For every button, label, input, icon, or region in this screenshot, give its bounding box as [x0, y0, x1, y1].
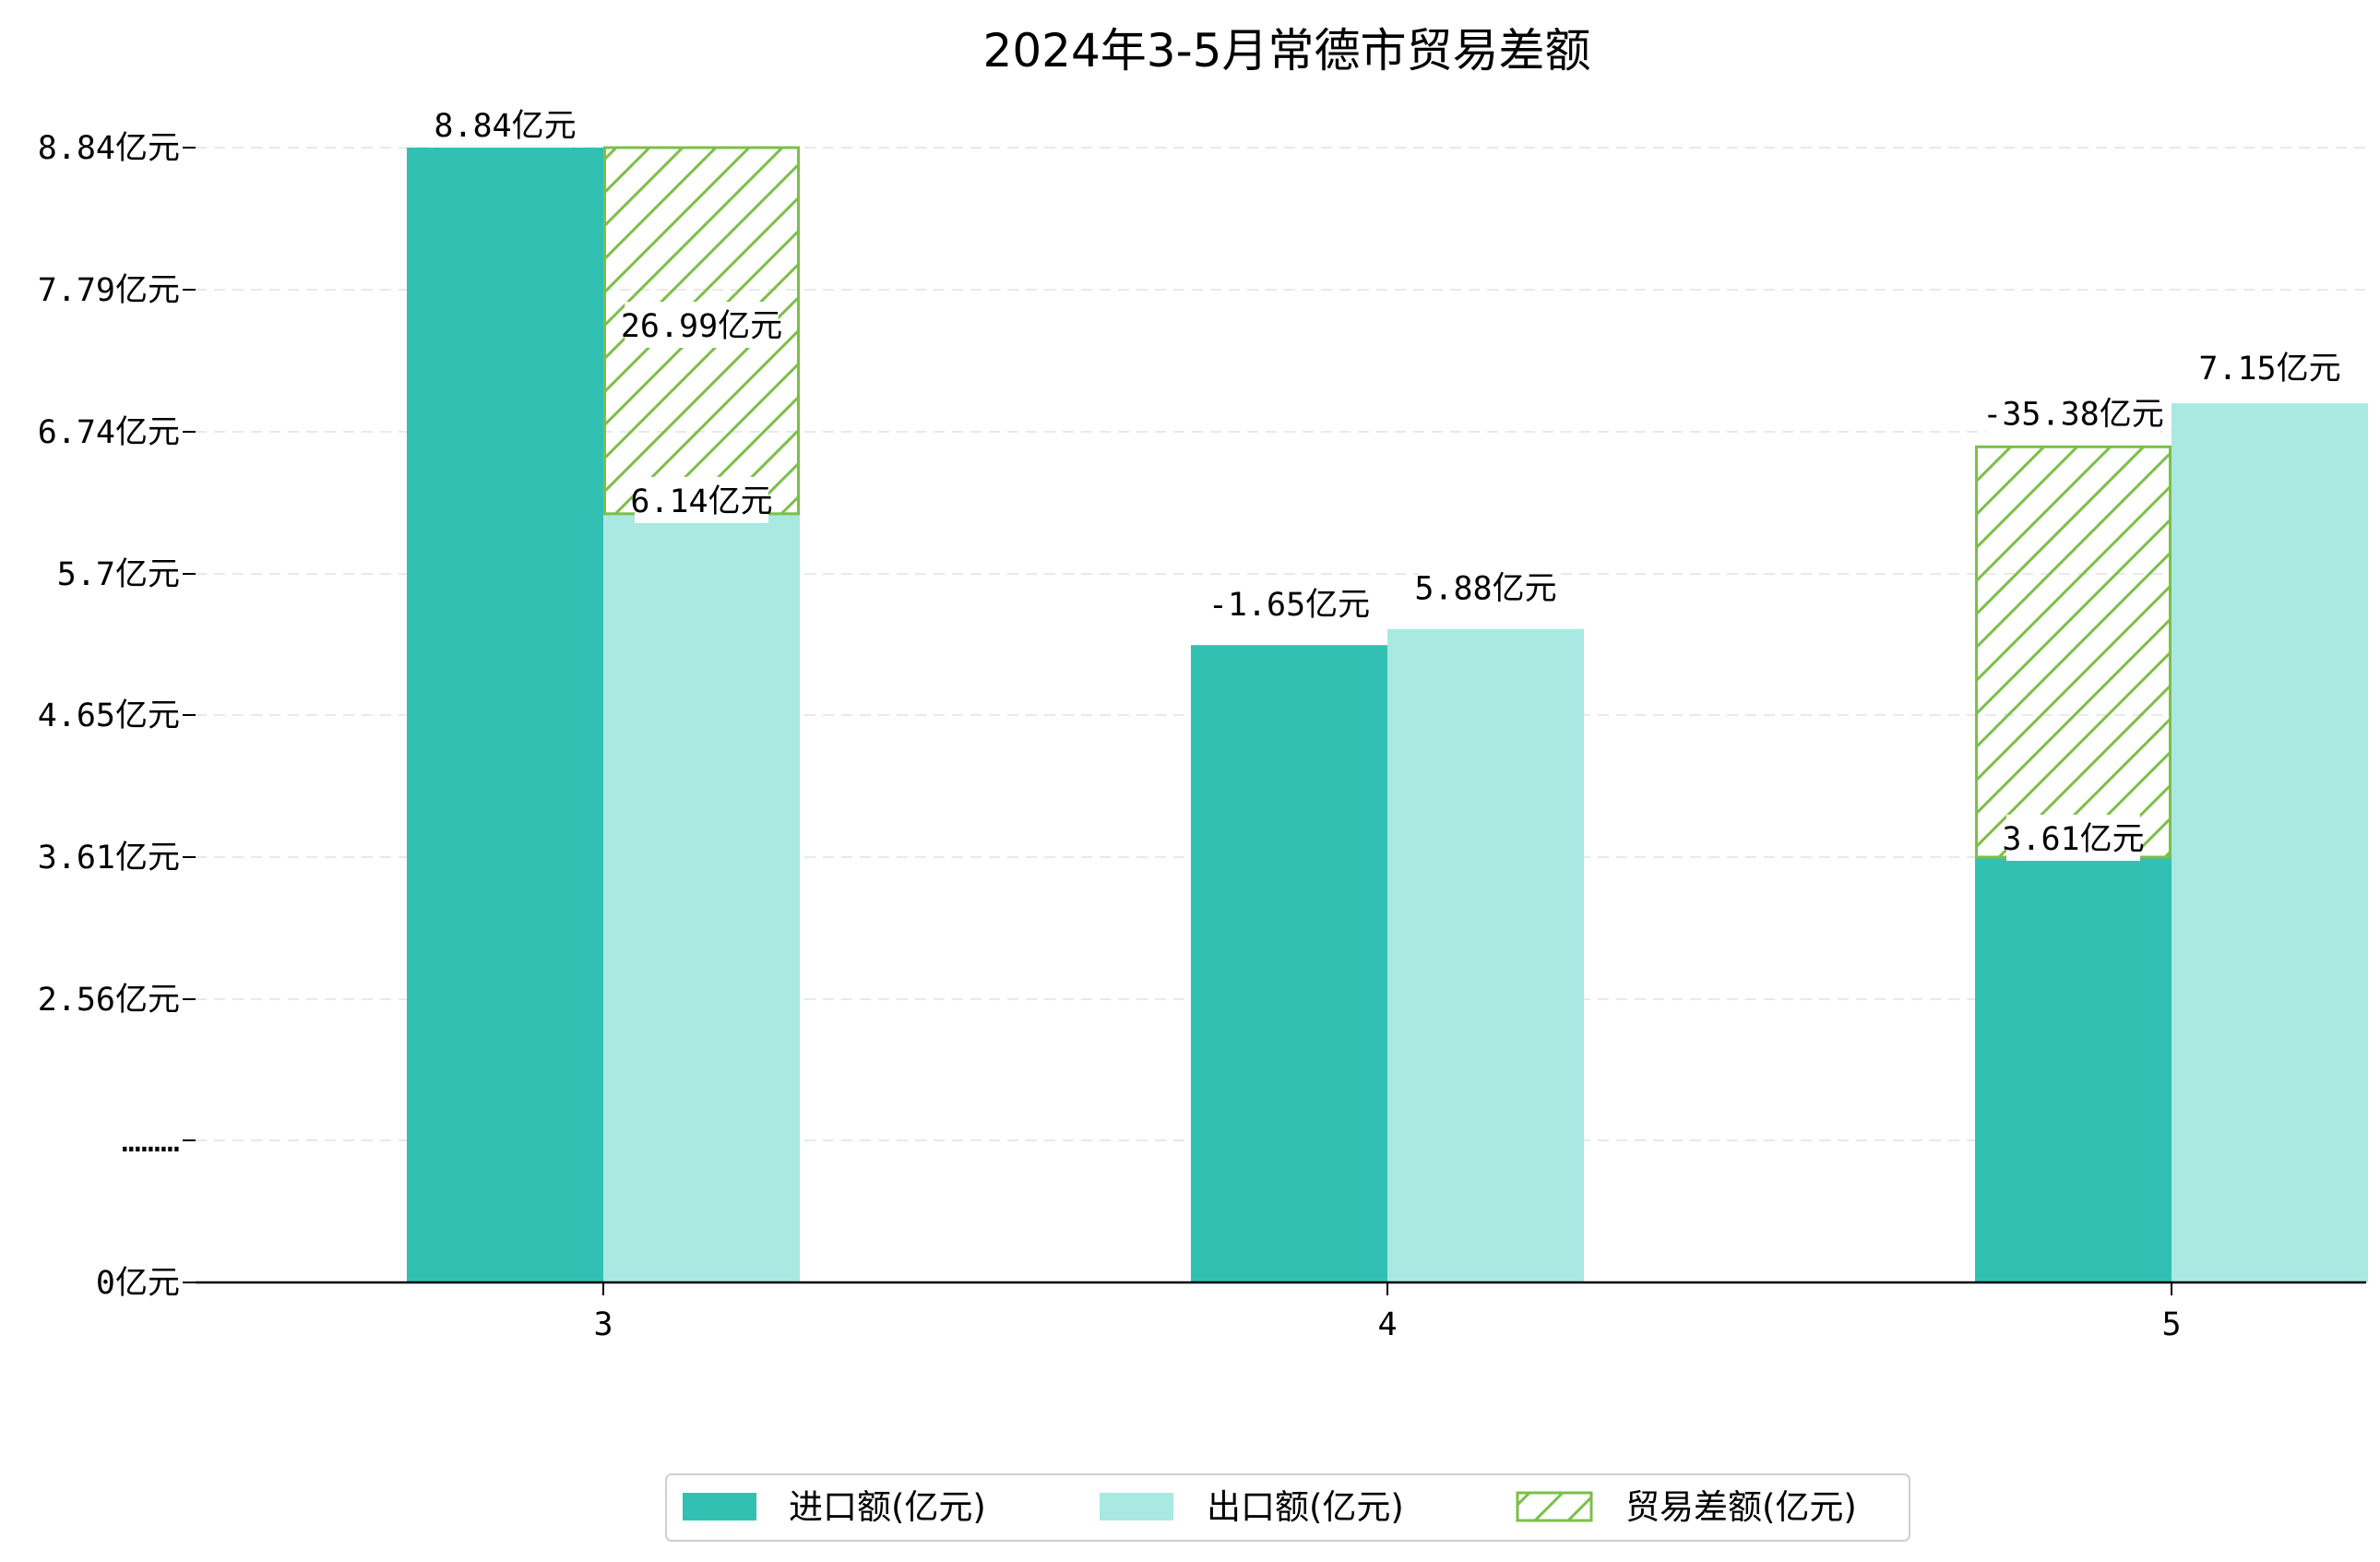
data-label: -1.65亿元	[1208, 587, 1370, 624]
y-tick-label: 4.65亿元	[38, 698, 180, 734]
data-label-bg	[1212, 580, 1366, 627]
x-tick-label: 5	[2161, 1306, 2181, 1343]
bar-import	[1191, 645, 1387, 1282]
data-label: 8.84亿元	[434, 108, 576, 145]
y-tick-label: 5.7亿元	[57, 556, 180, 593]
data-label-bg	[438, 101, 572, 148]
y-tick-label: 8.84亿元	[38, 130, 180, 167]
data-label-bg	[2006, 815, 2140, 861]
legend-swatch	[683, 1493, 756, 1520]
legend-swatch	[1100, 1493, 1173, 1520]
x-axis: 3 4 5	[196, 1281, 2366, 1343]
data-label-bg	[2203, 344, 2337, 391]
data-label: 6.14亿元	[630, 483, 772, 520]
data-label: 5.88亿元	[1414, 571, 1556, 608]
bar-trade-balance	[1975, 445, 2172, 859]
bar-import	[1975, 857, 2172, 1282]
data-label: 3.61亿元	[2002, 821, 2144, 858]
y-tick-label: 3.61亿元	[38, 840, 180, 876]
data-label: 7.15亿元	[2198, 351, 2340, 388]
x-tick-label: 4	[1377, 1306, 1397, 1343]
y-tick-label: 2.56亿元	[38, 982, 180, 1019]
data-label-bg	[1419, 564, 1553, 611]
y-tick-label: 6.74亿元	[38, 414, 180, 451]
bars	[407, 146, 2368, 1282]
bar-export	[603, 513, 800, 1282]
data-label-bg	[635, 476, 768, 523]
data-label-bg	[1986, 389, 2160, 436]
legend-label: 贸易差额(亿元)	[1625, 1487, 1857, 1527]
data-label-bg	[625, 302, 779, 348]
y-tick-label: 7.79亿元	[38, 272, 180, 309]
bar-export	[1387, 628, 1584, 1282]
legend-label: 出口额(亿元)	[1207, 1487, 1404, 1527]
legend-label: 进口额(亿元)	[789, 1487, 986, 1527]
bar-export	[2172, 403, 2368, 1282]
x-tick-label: 3	[593, 1306, 613, 1343]
bar-import	[407, 148, 603, 1282]
legend-box	[665, 1473, 1910, 1542]
data-labels: 8.84亿元 6.14亿元 26.99亿元 -1.65亿元 5.88亿元 3.61亿元 -3…	[434, 101, 2341, 861]
y-tick-label: ………	[122, 1123, 180, 1160]
chart-title: 2024年3-5月常德市贸易差额	[983, 24, 1591, 78]
legend-swatch	[1516, 1491, 1593, 1522]
data-label: 26.99亿元	[621, 308, 782, 345]
data-label: -35.38亿元	[1982, 396, 2163, 433]
legend: 进口额(亿元) 出口额(亿元) 贸易差额(亿元)	[665, 1473, 1910, 1542]
y-axis: 8.84亿元 7.79亿元 6.74亿元 5.7亿元 4.65亿元 3.61亿元 2.56亿…	[38, 130, 196, 1302]
y-tick-label: 0亿元	[96, 1265, 180, 1302]
